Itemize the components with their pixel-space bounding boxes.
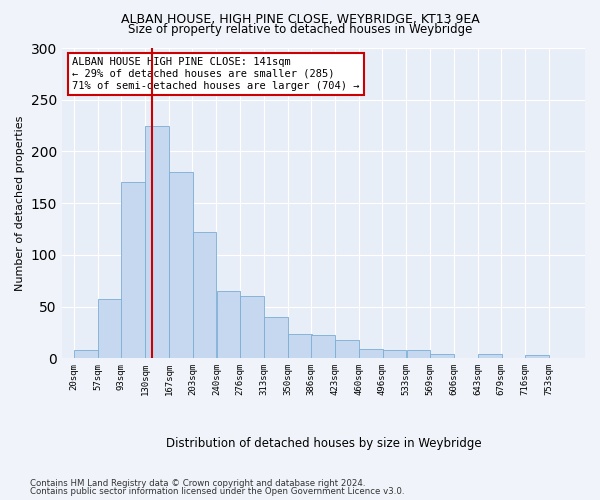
Bar bbox=[383, 350, 406, 358]
Bar bbox=[525, 355, 549, 358]
X-axis label: Distribution of detached houses by size in Weybridge: Distribution of detached houses by size … bbox=[166, 437, 481, 450]
Y-axis label: Number of detached properties: Number of detached properties bbox=[15, 116, 25, 291]
Text: ALBAN HOUSE, HIGH PINE CLOSE, WEYBRIDGE, KT13 9EA: ALBAN HOUSE, HIGH PINE CLOSE, WEYBRIDGE,… bbox=[121, 12, 479, 26]
Bar bbox=[169, 172, 193, 358]
Text: Contains HM Land Registry data © Crown copyright and database right 2024.: Contains HM Land Registry data © Crown c… bbox=[30, 478, 365, 488]
Bar bbox=[193, 232, 216, 358]
Bar bbox=[407, 350, 430, 358]
Bar bbox=[121, 182, 145, 358]
Bar bbox=[288, 334, 311, 358]
Bar bbox=[478, 354, 502, 358]
Bar bbox=[335, 340, 359, 358]
Bar bbox=[240, 296, 263, 358]
Bar bbox=[74, 350, 98, 358]
Text: Size of property relative to detached houses in Weybridge: Size of property relative to detached ho… bbox=[128, 22, 472, 36]
Text: Contains public sector information licensed under the Open Government Licence v3: Contains public sector information licen… bbox=[30, 487, 404, 496]
Bar bbox=[311, 336, 335, 358]
Bar bbox=[145, 126, 169, 358]
Bar bbox=[430, 354, 454, 358]
Text: ALBAN HOUSE HIGH PINE CLOSE: 141sqm
← 29% of detached houses are smaller (285)
7: ALBAN HOUSE HIGH PINE CLOSE: 141sqm ← 29… bbox=[72, 58, 360, 90]
Bar bbox=[217, 291, 240, 358]
Bar bbox=[98, 300, 122, 358]
Bar bbox=[264, 317, 287, 358]
Bar bbox=[359, 349, 383, 358]
